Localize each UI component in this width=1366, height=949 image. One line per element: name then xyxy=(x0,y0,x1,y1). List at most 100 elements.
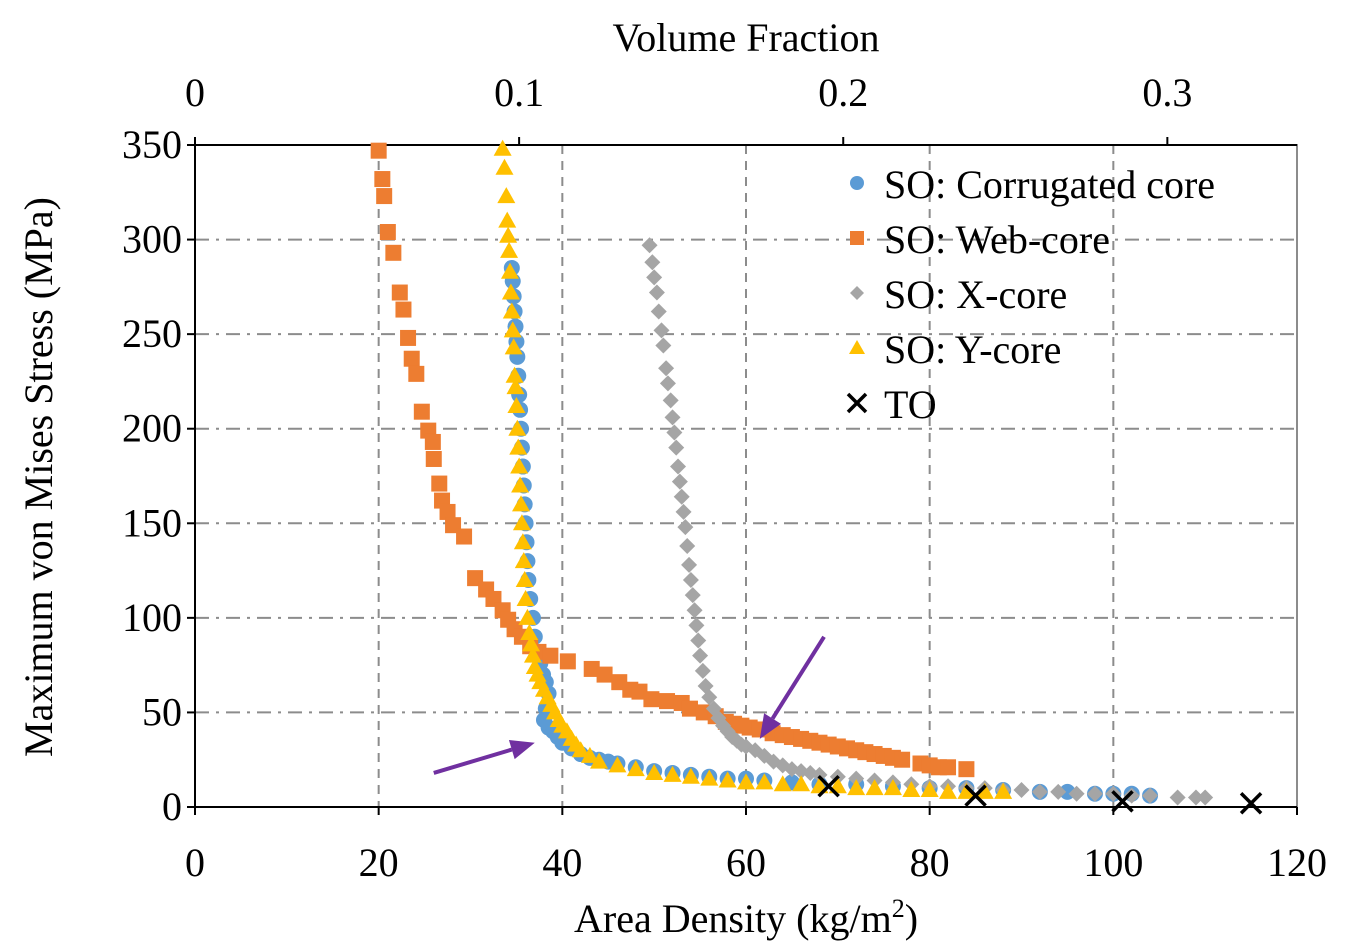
data-point xyxy=(1068,785,1085,802)
data-point xyxy=(659,375,676,392)
data-point xyxy=(675,503,692,520)
data-point xyxy=(681,767,700,784)
data-point xyxy=(682,572,699,589)
data-point xyxy=(608,756,627,773)
legend-label: SO: Corrugated core xyxy=(884,162,1215,207)
y-tick-label: 0 xyxy=(162,784,182,829)
data-point xyxy=(940,759,957,776)
data-point xyxy=(686,602,703,619)
data-point xyxy=(512,514,531,531)
x-tick-label: 0 xyxy=(185,840,205,885)
data-point xyxy=(679,537,696,554)
data-point xyxy=(583,660,600,677)
x-tick-label: 20 xyxy=(359,840,399,885)
legend: SO: Corrugated core SO: Web-core SO: X-cor… xyxy=(846,162,1215,427)
data-point xyxy=(688,617,705,634)
data-point xyxy=(512,495,531,512)
data-point xyxy=(994,782,1013,799)
legend-marker xyxy=(850,176,864,190)
legend-label: TO xyxy=(884,382,937,427)
data-point xyxy=(694,662,711,679)
x2-tick-label: 0 xyxy=(185,70,205,115)
data-point xyxy=(883,779,902,796)
data-point xyxy=(508,419,527,436)
data-point xyxy=(542,647,559,664)
arrow-head xyxy=(508,739,535,760)
legend-marker xyxy=(846,392,868,414)
x-tick-label: 60 xyxy=(726,840,766,885)
data-point xyxy=(500,262,519,279)
data-point xyxy=(1169,789,1186,806)
data-point xyxy=(1013,781,1030,798)
data-point xyxy=(502,302,521,319)
data-point xyxy=(964,784,987,807)
series-to xyxy=(817,774,1263,815)
legend-label: SO: X-core xyxy=(884,272,1067,317)
data-point xyxy=(385,244,402,261)
data-point xyxy=(376,188,393,205)
x-axis-title-main: Area Density (kg/m xyxy=(574,896,892,941)
data-point-stroke-b xyxy=(1111,790,1134,813)
data-point xyxy=(456,528,473,545)
data-point xyxy=(559,653,576,670)
data-point xyxy=(662,392,679,409)
data-point xyxy=(643,691,660,708)
data-point xyxy=(504,338,523,355)
data-point xyxy=(641,237,658,254)
data-point xyxy=(501,283,520,300)
data-point xyxy=(522,635,541,652)
data-point xyxy=(424,433,441,450)
x-tick-label: 80 xyxy=(910,840,950,885)
y-tick-label: 150 xyxy=(122,500,182,545)
data-point xyxy=(653,322,670,339)
data-point xyxy=(498,211,517,228)
x2-tick-label: 0.2 xyxy=(818,70,868,115)
data-point xyxy=(439,503,456,520)
data-point xyxy=(400,329,417,346)
y-tick-label: 50 xyxy=(142,689,182,734)
data-point xyxy=(681,556,698,573)
series-so-x-core xyxy=(641,237,1214,806)
data-point xyxy=(509,438,528,455)
data-point xyxy=(670,458,687,475)
data-point xyxy=(596,666,613,683)
data-point xyxy=(865,779,884,796)
data-point xyxy=(507,397,526,414)
annotation-arrows xyxy=(433,635,826,775)
data-point xyxy=(516,589,535,606)
data-point xyxy=(668,439,685,456)
data-point xyxy=(500,241,519,258)
data-point xyxy=(848,770,865,787)
series-so-y-core xyxy=(493,139,1013,799)
data-point xyxy=(658,360,675,377)
arrow-head xyxy=(759,713,782,739)
legend-marker xyxy=(849,340,865,354)
y-tick-label: 350 xyxy=(122,122,182,167)
data-point xyxy=(957,782,976,799)
data-point xyxy=(431,475,448,492)
data-point xyxy=(1187,789,1204,806)
x-axis-title-sup: 2 xyxy=(892,894,905,923)
y-axis-title: Maximum von Mises Stress (MPa) xyxy=(16,197,61,757)
data-point xyxy=(692,647,709,664)
data-point xyxy=(515,571,534,588)
data-point xyxy=(659,693,676,710)
data-point xyxy=(894,751,911,768)
data-point xyxy=(645,763,664,780)
y-tick-label: 200 xyxy=(122,406,182,451)
data-point-stroke-b xyxy=(1239,791,1263,815)
data-point xyxy=(403,350,420,367)
data-point xyxy=(690,632,707,649)
data-point xyxy=(370,142,387,159)
arrow-shaft xyxy=(433,747,513,775)
legend-marker xyxy=(850,231,864,245)
data-point xyxy=(671,473,688,490)
data-point xyxy=(655,337,672,354)
data-point xyxy=(503,321,522,338)
data-point xyxy=(718,771,737,788)
data-point xyxy=(902,780,921,797)
data-point xyxy=(505,366,524,383)
data-point xyxy=(408,365,425,382)
